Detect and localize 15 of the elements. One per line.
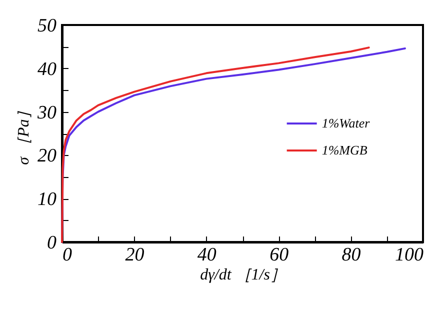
x-tick-label: 20 [125,244,145,266]
x-tick-label: 60 [270,244,290,266]
x-tick-label: 0 [62,244,72,266]
y-tick-label: 40 [38,58,57,80]
y-tick-label: 10 [38,189,57,210]
legend-label: 1%MGB [322,142,368,158]
x-axis-title: dγ/dt ［1/s］ [200,266,286,284]
y-tick-label: 50 [38,16,57,36]
legend-label: 1%Water [322,115,371,130]
y-axis-title: σ ［Pa］ [16,103,32,165]
y-tick-label: 30 [36,102,57,124]
x-tick-label: 100 [395,244,424,266]
x-tick-label: 80 [342,244,362,266]
y-tick-label: 20 [38,146,57,167]
x-tick-label: 40 [197,244,217,266]
